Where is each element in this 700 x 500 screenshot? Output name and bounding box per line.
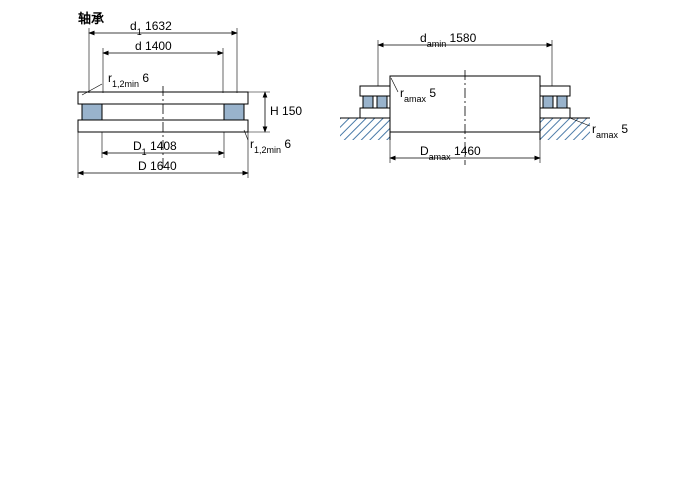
right-view: damin 1580 ramax 5 ramax 5 Damax 1460 [340, 31, 628, 165]
roller-right [224, 104, 244, 120]
dim-ramax-right: ramax 5 [592, 122, 628, 140]
dim-d1: d1 1632 [130, 19, 172, 37]
left-view: d1 1632 d 1400 r1,2min 6 H 150 r1,2min 6… [78, 19, 302, 178]
dim-r12min-bot: r1,2min 6 [250, 137, 291, 155]
dim-D: D 1640 [138, 159, 177, 173]
roller-left [82, 104, 102, 120]
dim-d: d 1400 [135, 39, 172, 53]
dim-Damax: Damax 1460 [420, 144, 481, 162]
drawing-canvas: d1 1632 d 1400 r1,2min 6 H 150 r1,2min 6… [0, 0, 700, 500]
dim-damin: damin 1580 [420, 31, 477, 49]
dim-r12min-top: r1,2min 6 [108, 71, 149, 89]
dim-H: H 150 [270, 104, 302, 118]
dim-D1: D1 1408 [133, 139, 177, 157]
